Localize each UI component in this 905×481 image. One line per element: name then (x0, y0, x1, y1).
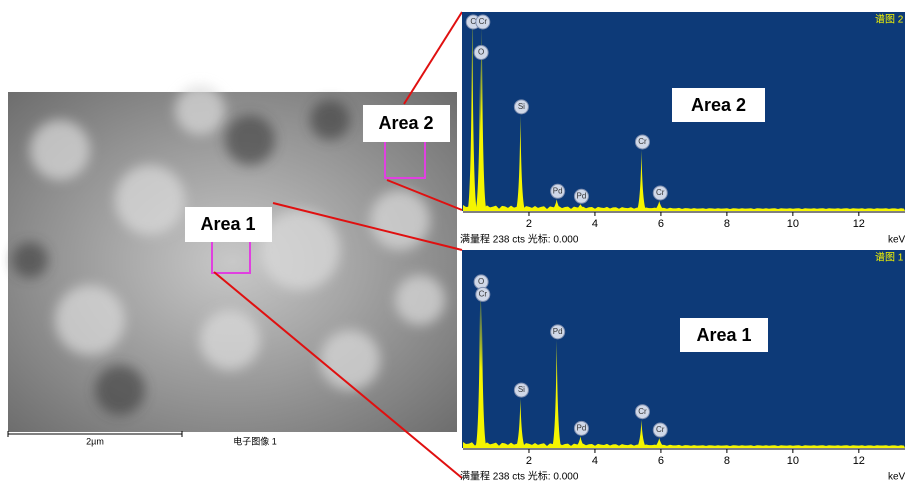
x-tick-label: 10 (787, 218, 799, 230)
x-tick-label: 8 (724, 218, 730, 230)
area-label: Area 2 (691, 95, 746, 115)
peak-label: Pd (577, 423, 587, 432)
peak-label: O (478, 277, 484, 286)
peak-label: Cr (479, 290, 488, 299)
peak-label: Cr (638, 137, 647, 146)
full-scale: 满量程 238 cts 光标: 0.000 (460, 470, 579, 481)
x-unit: keV (888, 472, 905, 481)
figure: 2µm 电子图像 1 Area 2 Area 1 CCrOSiPdPdCrCr谱… (0, 0, 905, 481)
scale-bar-label: 2µm (86, 436, 104, 446)
peak-label: Si (518, 102, 525, 111)
spectrum-title: 谱图 2 (875, 13, 904, 26)
x-unit: keV (888, 235, 905, 246)
x-tick-label: 12 (853, 218, 865, 230)
x-tick-label: 4 (592, 218, 598, 230)
peak-label: Pd (553, 186, 563, 195)
full-scale: 满量程 238 cts 光标: 0.000 (460, 233, 579, 246)
peak-label: O (478, 48, 484, 57)
x-tick-label: 10 (787, 455, 799, 467)
area-label: Area 1 (200, 214, 255, 234)
x-tick-label: 4 (592, 455, 598, 467)
peak-label: Pd (577, 191, 587, 200)
peak-label: Cr (656, 425, 665, 434)
x-tick-label: 12 (853, 455, 865, 467)
peak-label: Si (518, 385, 525, 394)
x-tick-label: 6 (658, 218, 664, 230)
image-caption: 电子图像 1 (233, 435, 277, 446)
x-tick-label: 2 (526, 218, 532, 230)
area-label: Area 2 (378, 113, 433, 133)
area-label: Area 1 (696, 325, 751, 345)
peak-label: Cr (656, 188, 665, 197)
x-tick-label: 8 (724, 455, 730, 467)
spectrum-title: 谱图 1 (875, 251, 904, 264)
x-tick-label: 2 (526, 455, 532, 467)
peak-label: Pd (553, 327, 563, 336)
peak-label: Cr (638, 407, 647, 416)
peak-label: Cr (479, 17, 488, 26)
x-tick-label: 6 (658, 455, 664, 467)
